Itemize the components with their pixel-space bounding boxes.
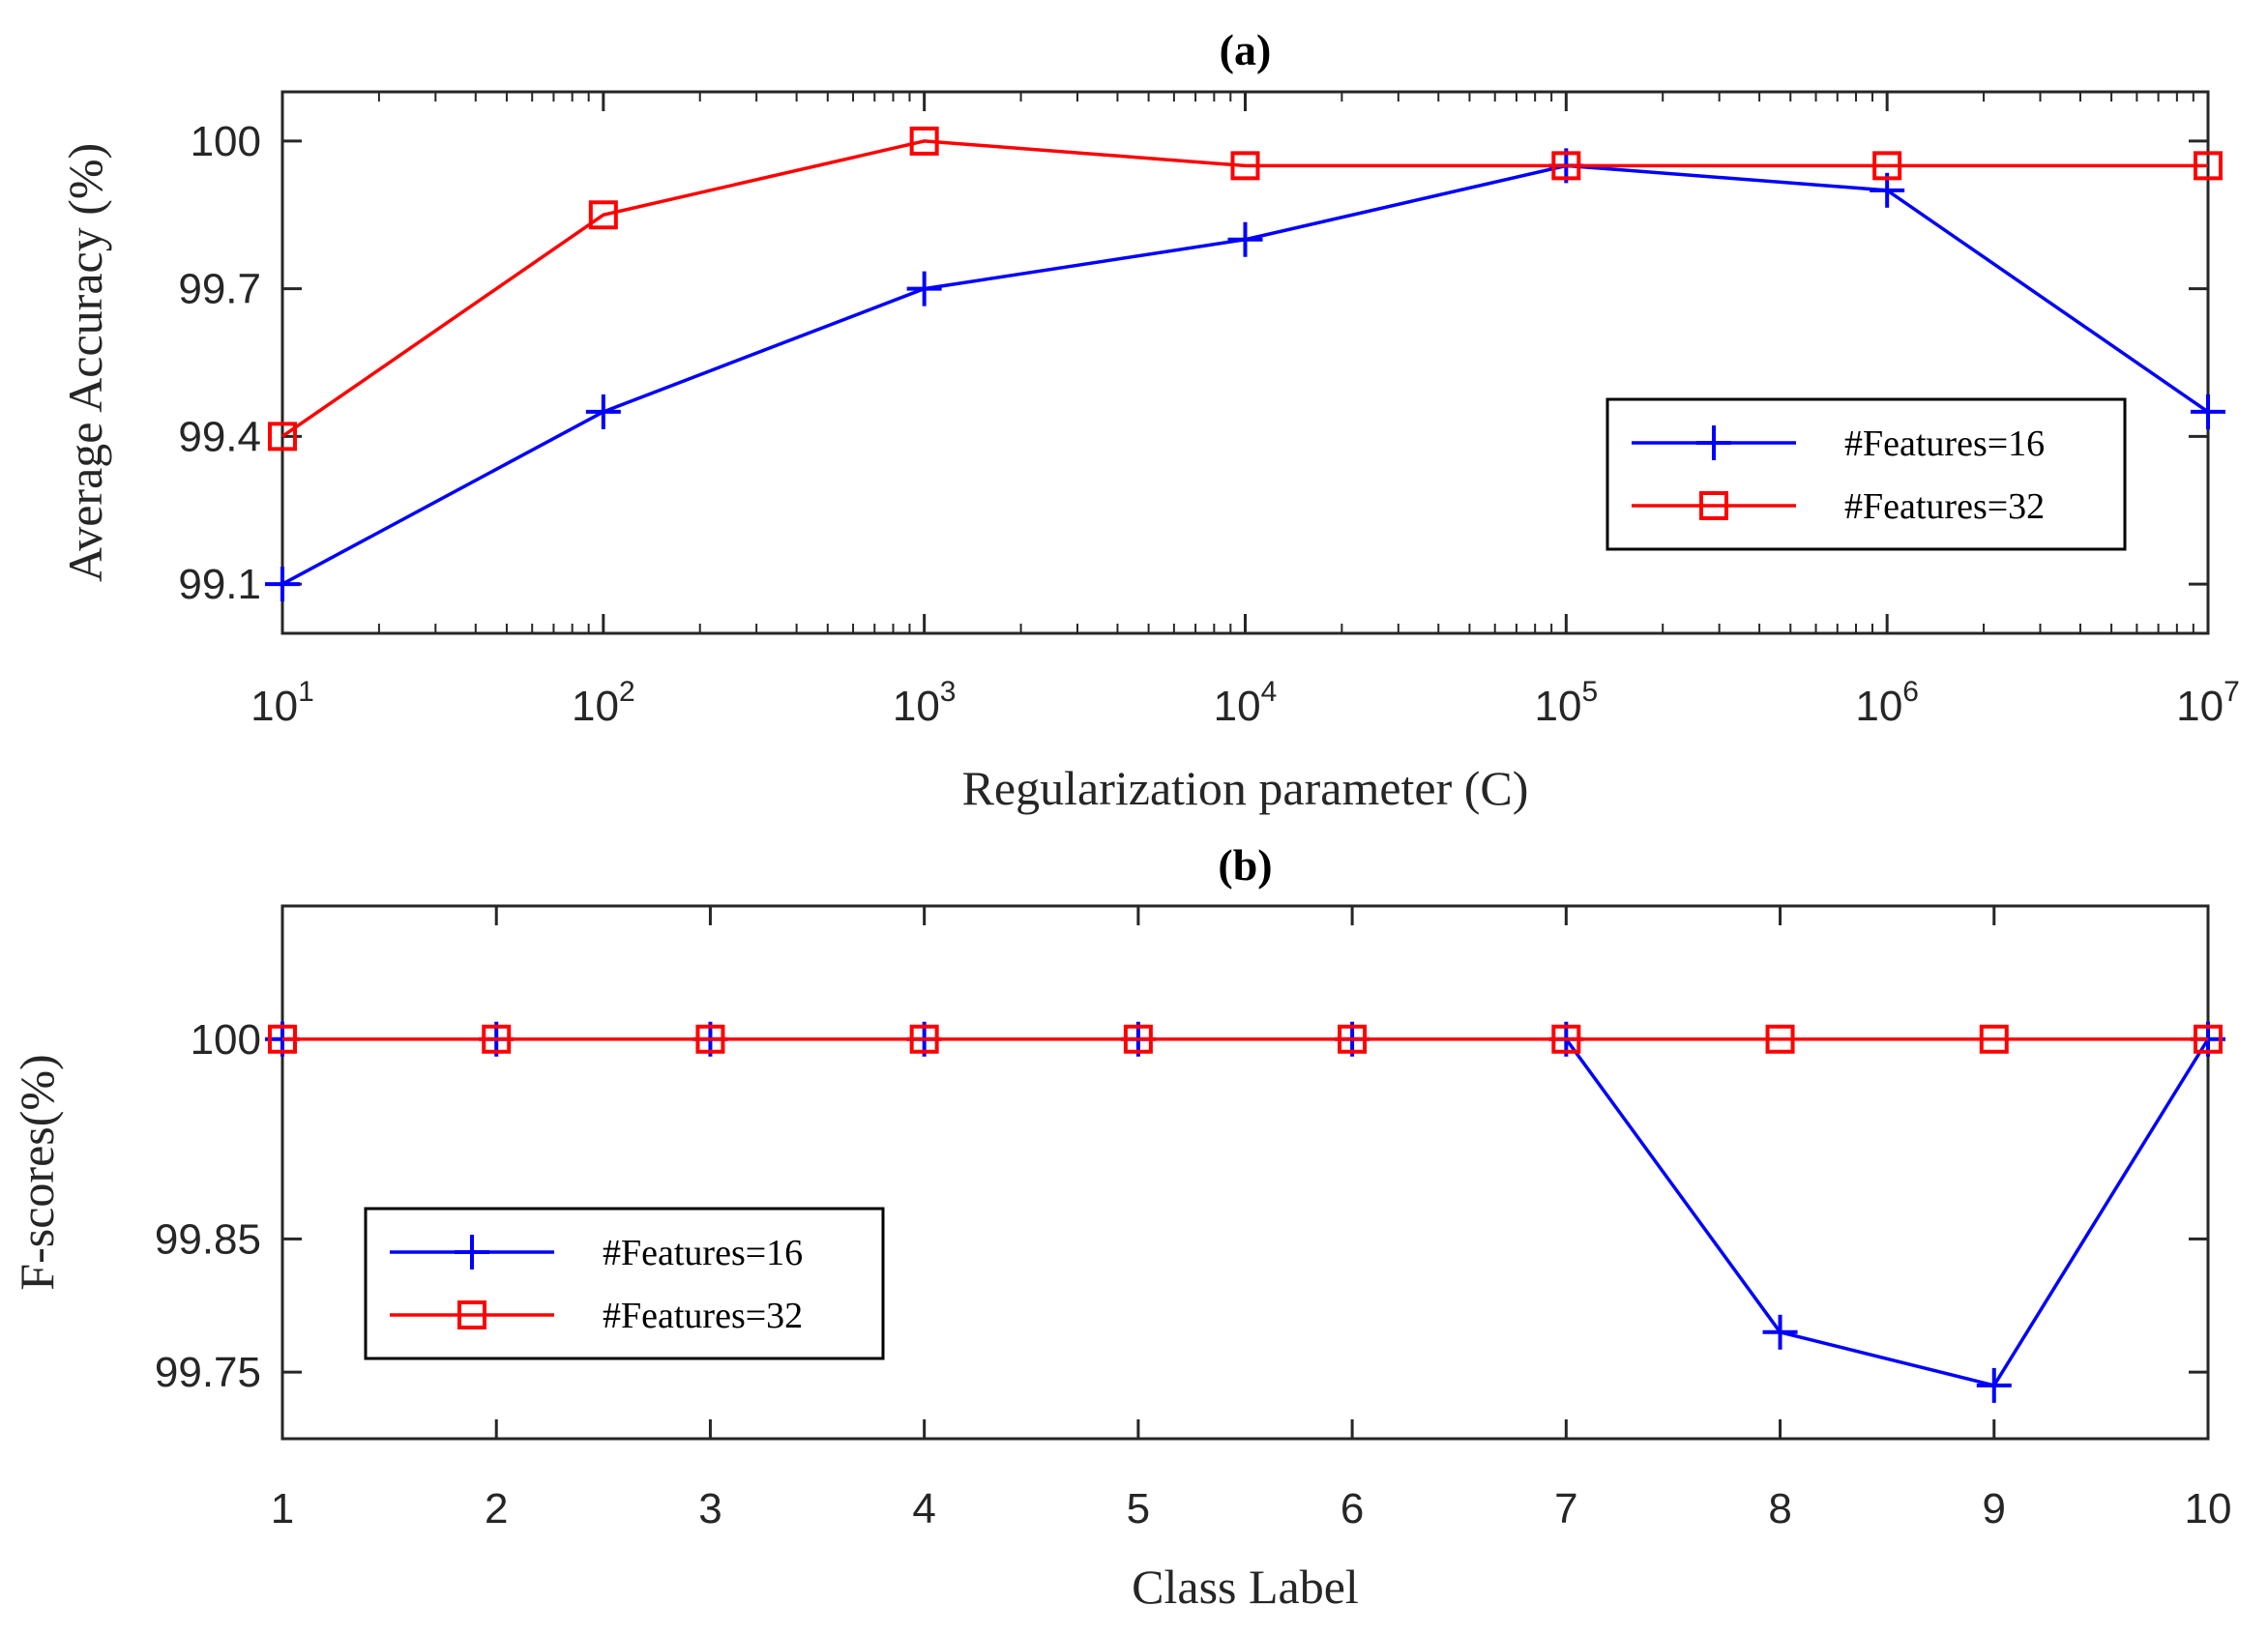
data-point — [1551, 151, 1581, 181]
x-tick-label: 7 — [1554, 1485, 1577, 1533]
data-point — [1872, 151, 1902, 181]
data-point — [1979, 1024, 2009, 1054]
data-point — [909, 1024, 939, 1054]
x-tick-label: 104 — [1214, 676, 1278, 730]
legend-marker — [457, 1300, 486, 1329]
legend-label: #Features=16 — [1844, 423, 2045, 464]
x-tick-label: 4 — [912, 1485, 935, 1533]
x-tick-label: 102 — [572, 676, 635, 730]
data-point — [2194, 151, 2223, 181]
x-tick-label: 9 — [1983, 1485, 2006, 1533]
x-tick-label-base: 10 — [1535, 683, 1582, 730]
x-tick-label-exponent: 6 — [1902, 676, 1919, 708]
x-tick-label-exponent: 7 — [2224, 676, 2240, 708]
y-tick-label: 99.4 — [178, 413, 261, 460]
x-tick-label: 106 — [1855, 676, 1919, 730]
x-tick-label-base: 10 — [572, 683, 619, 730]
legend-label: #Features=16 — [603, 1233, 803, 1273]
data-point — [2194, 1024, 2223, 1054]
x-tick-label-base: 10 — [893, 683, 940, 730]
x-tick-label: 8 — [1768, 1485, 1791, 1533]
legend: #Features=16 #Features=32 — [1605, 397, 2127, 551]
data-point — [1230, 151, 1260, 181]
x-tick-label-exponent: 1 — [298, 676, 314, 708]
plot-area — [280, 90, 2210, 635]
chart-title: (a) — [1220, 25, 1272, 74]
x-tick-label: 105 — [1535, 676, 1599, 730]
y-axis-label: Average Accuracy (%) — [58, 143, 112, 582]
legend-box — [364, 1207, 885, 1360]
y-axis-label: F-scores(%) — [10, 1054, 64, 1290]
x-tick-label: 2 — [485, 1485, 508, 1533]
y-tick-label: 99.85 — [155, 1215, 261, 1263]
chart-b: 1 2 3 4 5 6 7 8 9 10 99.75 99.85 100 (b) Class Label F-… — [10, 840, 2231, 1614]
x-tick-label: 6 — [1340, 1485, 1364, 1533]
y-tick-label: 100 — [191, 118, 261, 165]
chart-title: (b) — [1218, 840, 1272, 890]
data-point — [1123, 1024, 1153, 1054]
legend-label: #Features=32 — [603, 1296, 803, 1336]
x-tick-label-base: 10 — [1855, 683, 1902, 730]
legend-entry: #Features=32 — [1632, 486, 2045, 527]
legend-entry: #Features=16 — [1632, 423, 2045, 464]
x-axis-label: Regularization parameter (C) — [962, 761, 1529, 815]
x-tick-label: 3 — [698, 1485, 722, 1533]
y-tick-label: 100 — [191, 1016, 261, 1064]
x-tick-label-base: 10 — [2176, 683, 2224, 730]
x-tick-label: 10 — [2185, 1485, 2232, 1533]
legend-box — [1605, 397, 2127, 551]
x-tick-label-base: 10 — [250, 683, 298, 730]
plot-area — [280, 904, 2210, 1441]
data-point — [1765, 1024, 1795, 1054]
data-point — [268, 1024, 297, 1054]
x-tick-label-exponent: 4 — [1261, 676, 1278, 708]
data-point — [1338, 1024, 1368, 1054]
data-point — [909, 126, 939, 156]
x-axis-label: Class Label — [1132, 1560, 1359, 1614]
series-features-32 — [268, 126, 2223, 452]
data-point — [268, 422, 297, 452]
x-tick-label-base: 10 — [1214, 683, 1261, 730]
y-tick-label: 99.7 — [178, 266, 261, 313]
x-tick-label: 107 — [2176, 676, 2240, 730]
legend-label: #Features=32 — [1844, 486, 2045, 527]
series-features-16 — [265, 148, 2225, 602]
series-features-32 — [268, 1024, 2223, 1054]
x-tick-label: 1 — [271, 1485, 294, 1533]
data-point — [1551, 1024, 1581, 1054]
x-tick-label-exponent: 2 — [619, 676, 635, 708]
legend-marker — [1699, 491, 1728, 520]
chart-a: 101 102 103 104 105 106 10799.199.499.7100(a)R… — [58, 25, 2240, 815]
data-point — [695, 1024, 725, 1054]
legend: #Features=16 #Features=32 — [364, 1207, 885, 1360]
legend-entry: #Features=32 — [390, 1296, 803, 1336]
data-point — [588, 200, 618, 230]
x-tick-label-exponent: 5 — [1581, 676, 1598, 708]
legend-entry: #Features=16 — [390, 1233, 803, 1273]
x-tick-label: 103 — [893, 676, 957, 730]
x-tick-label: 101 — [250, 676, 314, 730]
y-tick-label: 99.1 — [178, 561, 261, 608]
data-point — [482, 1024, 512, 1054]
x-tick-label: 5 — [1127, 1485, 1150, 1533]
x-tick-label-exponent: 3 — [940, 676, 957, 708]
series-line — [281, 139, 2208, 438]
y-tick-label: 99.75 — [155, 1349, 261, 1396]
